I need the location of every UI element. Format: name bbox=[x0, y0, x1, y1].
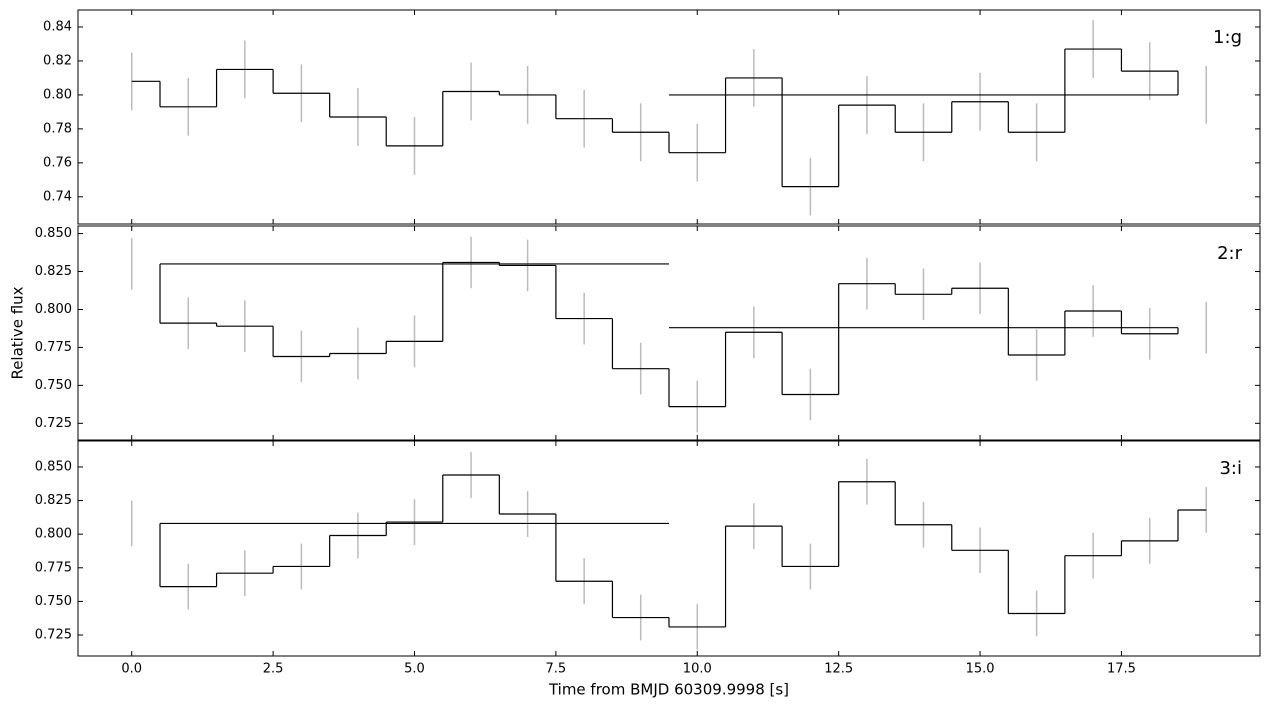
panel-label: 3:i bbox=[1219, 458, 1242, 479]
y-tick-label: 0.74 bbox=[43, 189, 72, 204]
y-tick-label: 0.725 bbox=[35, 416, 72, 431]
y-tick-label: 0.750 bbox=[35, 378, 72, 393]
plot-frame bbox=[77, 440, 1261, 657]
x-tick-label: 10.0 bbox=[683, 662, 712, 677]
plot-frame bbox=[77, 9, 1261, 225]
x-tick-label: 12.5 bbox=[824, 662, 853, 677]
x-tick-label: 7.5 bbox=[546, 662, 567, 677]
y-tick-label: 0.82 bbox=[43, 53, 72, 68]
y-tick-label: 0.850 bbox=[35, 459, 72, 474]
y-tick-label: 0.76 bbox=[43, 155, 72, 170]
x-tick-label: 0.0 bbox=[121, 662, 142, 677]
y-tick-label: 0.825 bbox=[35, 264, 72, 279]
panel-label: 2:r bbox=[1217, 243, 1243, 264]
x-tick-label: 17.5 bbox=[1107, 662, 1136, 677]
y-tick-label: 0.750 bbox=[35, 594, 72, 609]
y-tick-label: 0.850 bbox=[35, 226, 72, 241]
x-axis-label: Time from BMJD 60309.9998 [s] bbox=[548, 681, 789, 699]
panel-label: 1:g bbox=[1213, 27, 1242, 48]
y-tick-label: 0.78 bbox=[43, 121, 72, 136]
y-tick-label: 0.84 bbox=[43, 19, 72, 34]
y-tick-label: 0.775 bbox=[35, 560, 72, 575]
x-tick-label: 2.5 bbox=[263, 662, 284, 677]
y-tick-label: 0.825 bbox=[35, 493, 72, 508]
y-tick-label: 0.800 bbox=[35, 302, 72, 317]
y-tick-label: 0.775 bbox=[35, 340, 72, 355]
x-tick-label: 5.0 bbox=[404, 662, 425, 677]
y-tick-label: 0.725 bbox=[35, 628, 72, 643]
y-tick-label: 0.80 bbox=[43, 87, 72, 102]
y-tick-label: 0.800 bbox=[35, 527, 72, 542]
y-axis-label: Relative flux bbox=[9, 286, 27, 379]
x-tick-label: 15.0 bbox=[966, 662, 995, 677]
plot-frame bbox=[77, 225, 1261, 441]
